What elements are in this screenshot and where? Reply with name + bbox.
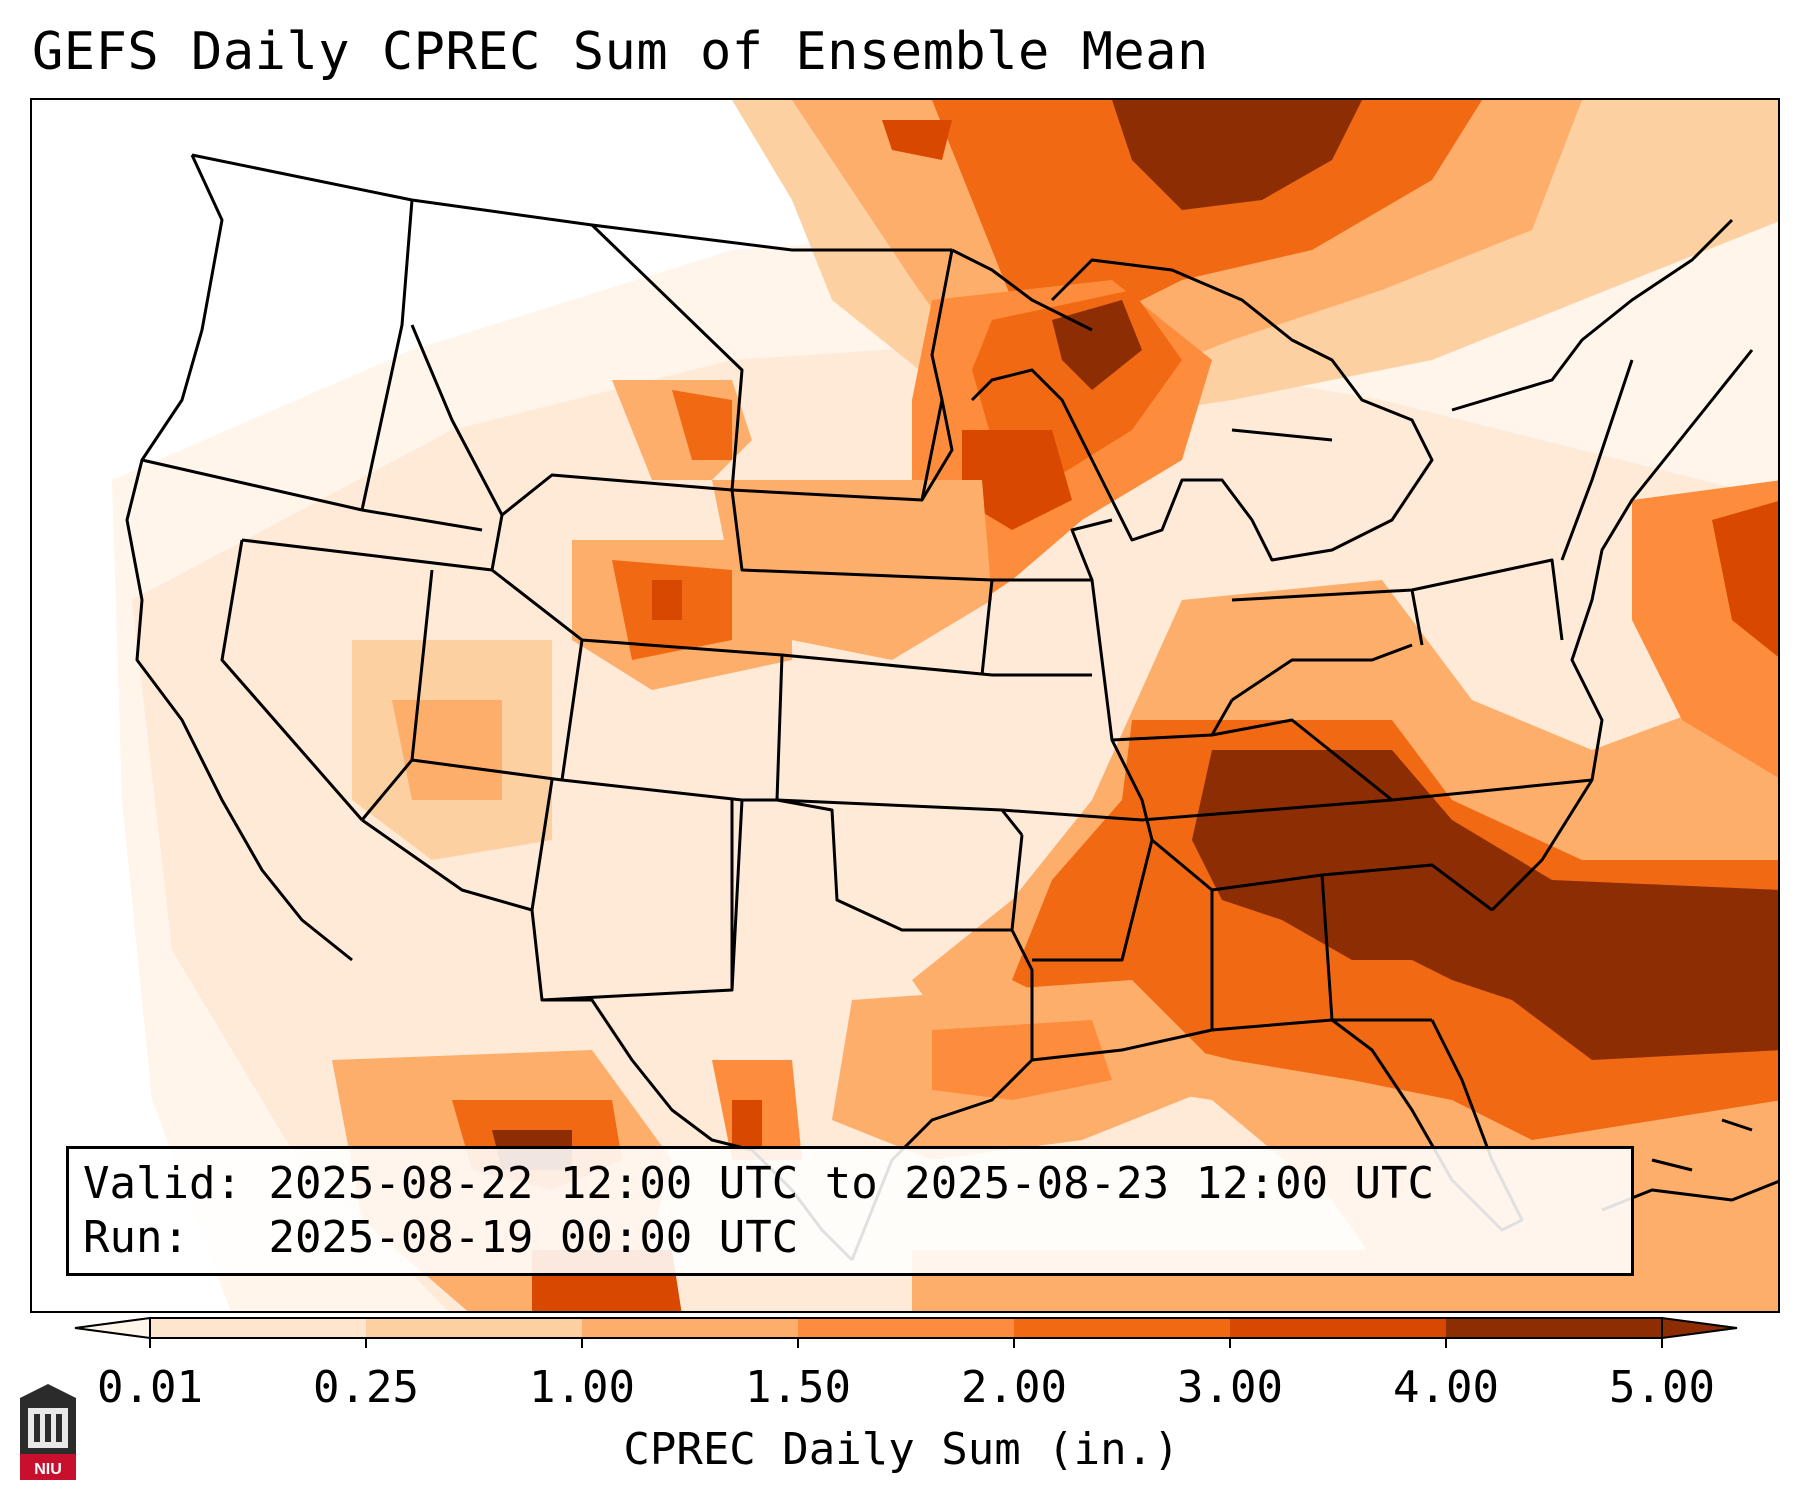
colorbar-tick-label: 4.00	[1393, 1362, 1499, 1413]
colorbar-svg	[74, 1316, 1738, 1348]
colorbar-extend-high	[1661, 1316, 1738, 1340]
precipitation-map	[30, 98, 1780, 1313]
validity-info-box: Valid: 2025-08-22 12:00 UTC to 2025-08-2…	[66, 1146, 1634, 1276]
valid-value: 2025-08-22 12:00 UTC to 2025-08-23 12:00…	[268, 1158, 1435, 1209]
colorbar-tick-label: 0.25	[313, 1362, 419, 1413]
colorbar-segment	[1230, 1318, 1446, 1338]
colorbar-outline	[149, 1317, 1663, 1339]
run-line: Run: 2025-08-19 00:00 UTC	[83, 1211, 1617, 1265]
colorbar	[0, 1310, 1803, 1370]
logo-text: NIU	[34, 1461, 62, 1478]
state-country-borders	[125, 153, 1778, 1262]
colorbar-segment	[1014, 1318, 1230, 1338]
colorbar-segment	[798, 1318, 1014, 1338]
valid-line: Valid: 2025-08-22 12:00 UTC to 2025-08-2…	[83, 1157, 1617, 1211]
colorbar-segment	[150, 1318, 366, 1338]
colorbar-extend-low	[74, 1316, 151, 1340]
colorbar-segment	[1446, 1318, 1662, 1338]
colorbar-tick-label: 3.00	[1177, 1362, 1283, 1413]
colorbar-tick-label: 1.50	[745, 1362, 851, 1413]
run-value: 2025-08-19 00:00 UTC	[268, 1212, 799, 1263]
colorbar-tick-label: 2.00	[961, 1362, 1067, 1413]
colorbar-segment	[582, 1318, 798, 1338]
valid-label: Valid:	[83, 1158, 242, 1209]
map-title: GEFS Daily CPREC Sum of Ensemble Mean	[32, 22, 1209, 82]
colorbar-segment	[366, 1318, 582, 1338]
precipitation-shading	[32, 100, 1778, 1311]
colorbar-tick-label: 5.00	[1609, 1362, 1715, 1413]
colorbar-tick-label: 0.01	[97, 1362, 203, 1413]
colorbar-label: CPREC Daily Sum (in.)	[623, 1424, 1180, 1475]
colorbar-tick-label: 1.00	[529, 1362, 635, 1413]
map-canvas	[32, 100, 1778, 1311]
niu-logo: NIU	[20, 1384, 76, 1480]
run-label: Run:	[83, 1212, 189, 1263]
